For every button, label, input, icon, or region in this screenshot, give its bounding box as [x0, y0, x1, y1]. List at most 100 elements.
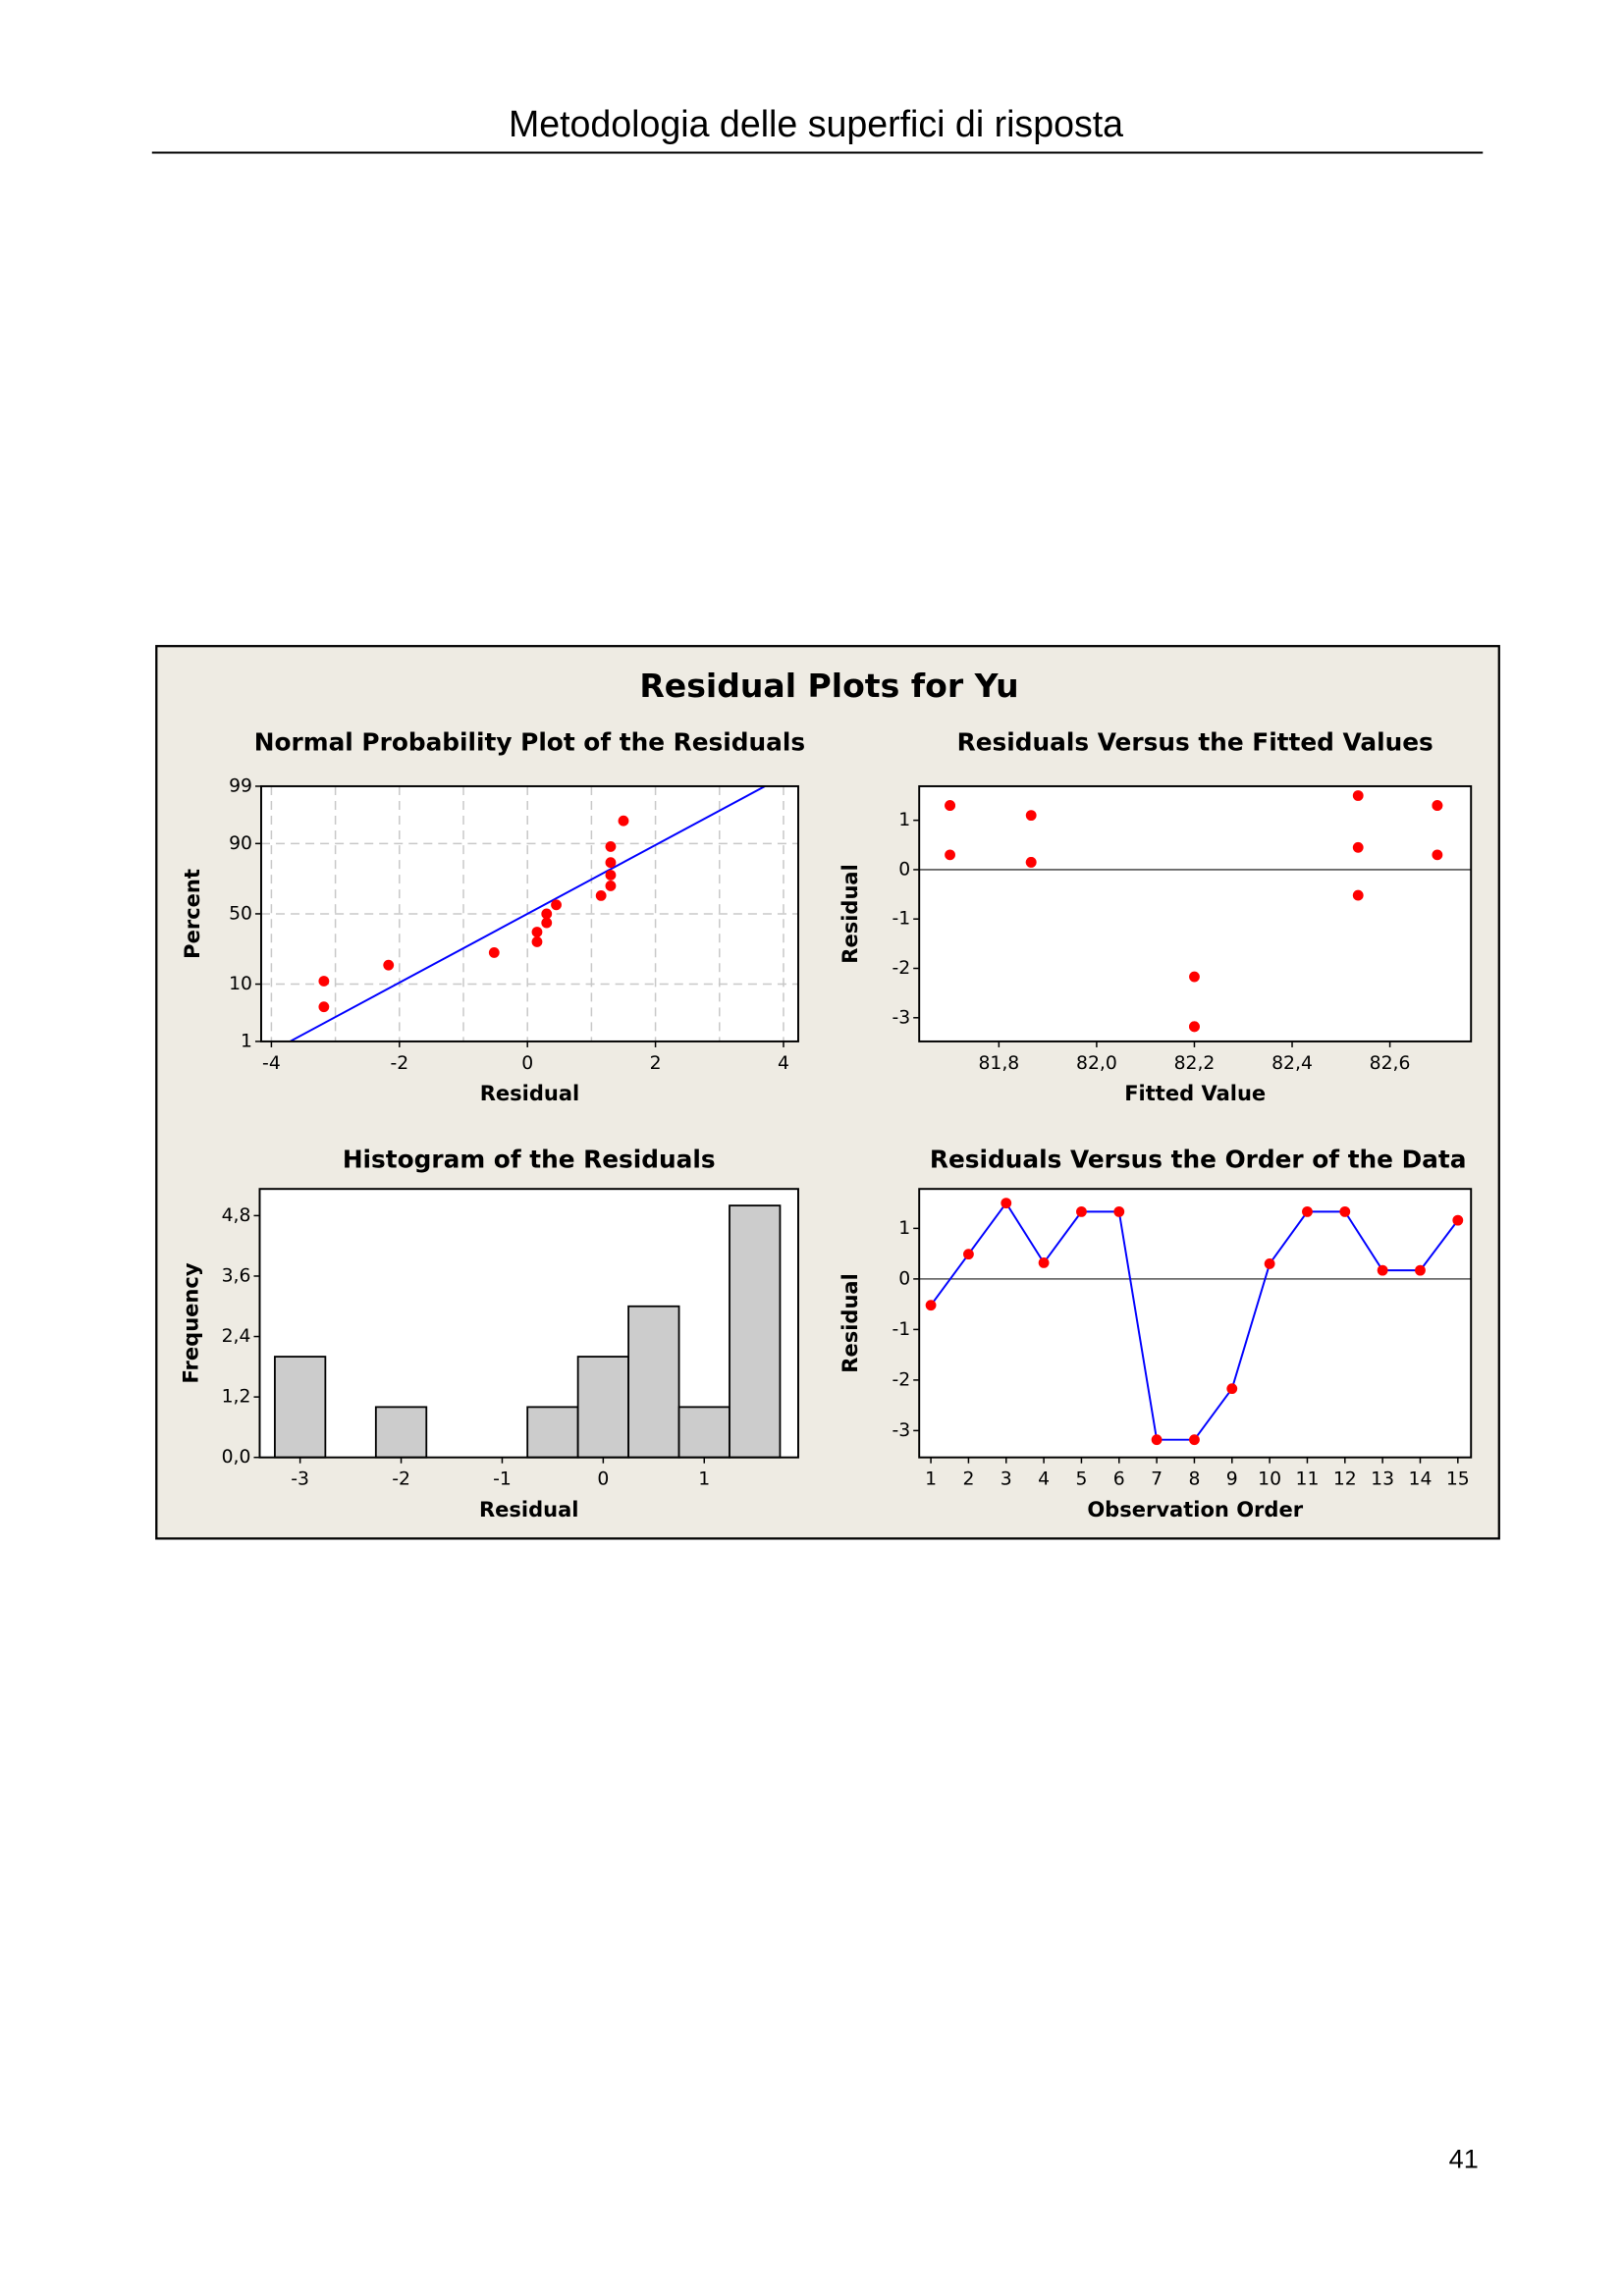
data-point [1025, 856, 1037, 868]
y-tick-label: 50 [229, 903, 252, 924]
data-point [1189, 971, 1200, 983]
x-tick-label: 82,0 [1076, 1053, 1117, 1074]
data-point [1264, 1258, 1275, 1269]
x-tick-label: -1 [493, 1469, 512, 1490]
x-tick-label: 1 [698, 1469, 710, 1490]
data-point [541, 917, 553, 929]
x-tick-label: -3 [291, 1469, 309, 1490]
data-point [1302, 1205, 1313, 1217]
bar [374, 1406, 428, 1459]
x-tick-label: 0 [521, 1053, 533, 1074]
data-point [963, 1249, 974, 1260]
x-tick-label: -4 [262, 1053, 281, 1074]
x-tick-label: 2 [962, 1469, 974, 1490]
data-point [1226, 1383, 1238, 1395]
plot-area [919, 785, 1472, 1041]
y-tick-label: -1 [892, 1319, 910, 1340]
data-point [1352, 790, 1364, 801]
plot-area [919, 1189, 1472, 1458]
x-tick-label: 13 [1371, 1469, 1394, 1490]
y-tick-label: -3 [892, 1007, 910, 1028]
y-tick-label: -3 [892, 1420, 910, 1441]
data-point [488, 946, 500, 958]
y-tick-label: 90 [229, 833, 252, 854]
data-point [925, 1300, 937, 1311]
data-point [1377, 1264, 1388, 1276]
data-point [531, 936, 543, 947]
x-axis-label: Observation Order [1087, 1497, 1303, 1522]
bar [729, 1204, 782, 1459]
x-tick-label: 5 [1075, 1469, 1087, 1490]
x-tick-label: 11 [1296, 1469, 1320, 1490]
x-tick-label: 82,2 [1174, 1053, 1216, 1074]
bar [274, 1356, 327, 1459]
y-tick-label: 10 [229, 974, 252, 994]
y-axis-label: Percent [180, 869, 204, 959]
x-tick-label: 12 [1333, 1469, 1357, 1490]
x-tick-label: -2 [392, 1469, 410, 1490]
bar [526, 1406, 579, 1459]
page-number: 41 [1449, 2145, 1479, 2174]
fit-line [289, 785, 766, 1041]
x-tick-label: 9 [1226, 1469, 1238, 1490]
chart-title: Residuals Versus the Fitted Values [957, 727, 1434, 756]
data-point [551, 899, 562, 911]
data-point [1113, 1205, 1125, 1217]
x-tick-label: 4 [778, 1053, 789, 1074]
data-point [1432, 800, 1443, 811]
y-axis-label: Residual [838, 864, 862, 964]
data-point [541, 908, 553, 920]
x-tick-label: 0 [597, 1469, 609, 1490]
x-tick-label: 82,6 [1370, 1053, 1411, 1074]
data-point [1189, 1434, 1200, 1446]
data-point [1352, 889, 1364, 901]
data-point [383, 959, 395, 971]
chart-title: Residuals Versus the Order of the Data [930, 1146, 1467, 1174]
y-tick-label: 2,4 [222, 1326, 251, 1347]
y-tick-label: 1 [898, 1218, 910, 1239]
plot-frame [918, 1188, 1473, 1459]
chart-title: Normal Probability Plot of the Residuals [254, 727, 805, 756]
data-point [318, 976, 330, 987]
data-point [945, 849, 955, 861]
data-point [1038, 1256, 1050, 1268]
plot-frame [260, 784, 799, 1042]
x-tick-label: 10 [1258, 1469, 1281, 1490]
data-point [605, 840, 617, 852]
data-point [618, 815, 629, 827]
x-axis-label: Residual [480, 1081, 580, 1105]
y-tick-label: 0,0 [222, 1447, 251, 1468]
y-tick-label: 1,2 [222, 1387, 251, 1408]
y-tick-label: 0 [898, 859, 910, 880]
bar [677, 1406, 730, 1459]
data-point [605, 870, 617, 881]
data-point [1025, 810, 1037, 822]
x-tick-label: 14 [1409, 1469, 1433, 1490]
figure-title: Residual Plots for Yu [639, 667, 1018, 705]
y-tick-label: 1 [898, 810, 910, 830]
x-axis-label: Fitted Value [1124, 1081, 1266, 1105]
x-tick-label: 82,4 [1271, 1053, 1313, 1074]
data-point [1432, 849, 1443, 861]
plot-frame [258, 1188, 799, 1459]
y-tick-label: 1 [241, 1031, 252, 1051]
x-tick-label: 1 [925, 1469, 937, 1490]
data-point [945, 800, 955, 811]
data-point [1076, 1205, 1087, 1217]
y-tick-label: -2 [892, 958, 910, 979]
header-title: Metodologia delle superfici di risposta [509, 103, 1123, 144]
y-tick-label: -2 [892, 1369, 910, 1390]
bar [576, 1356, 629, 1459]
data-point [318, 1001, 330, 1013]
x-tick-label: 3 [1001, 1469, 1012, 1490]
data-point [605, 857, 617, 869]
data-point [1151, 1434, 1163, 1446]
bar [627, 1305, 680, 1459]
data-point [1339, 1205, 1351, 1217]
x-tick-label: 81,8 [978, 1053, 1019, 1074]
y-tick-label: -1 [892, 909, 910, 930]
x-axis-label: Residual [479, 1497, 579, 1522]
y-tick-label: 3,6 [222, 1265, 251, 1286]
x-tick-label: 7 [1151, 1469, 1163, 1490]
